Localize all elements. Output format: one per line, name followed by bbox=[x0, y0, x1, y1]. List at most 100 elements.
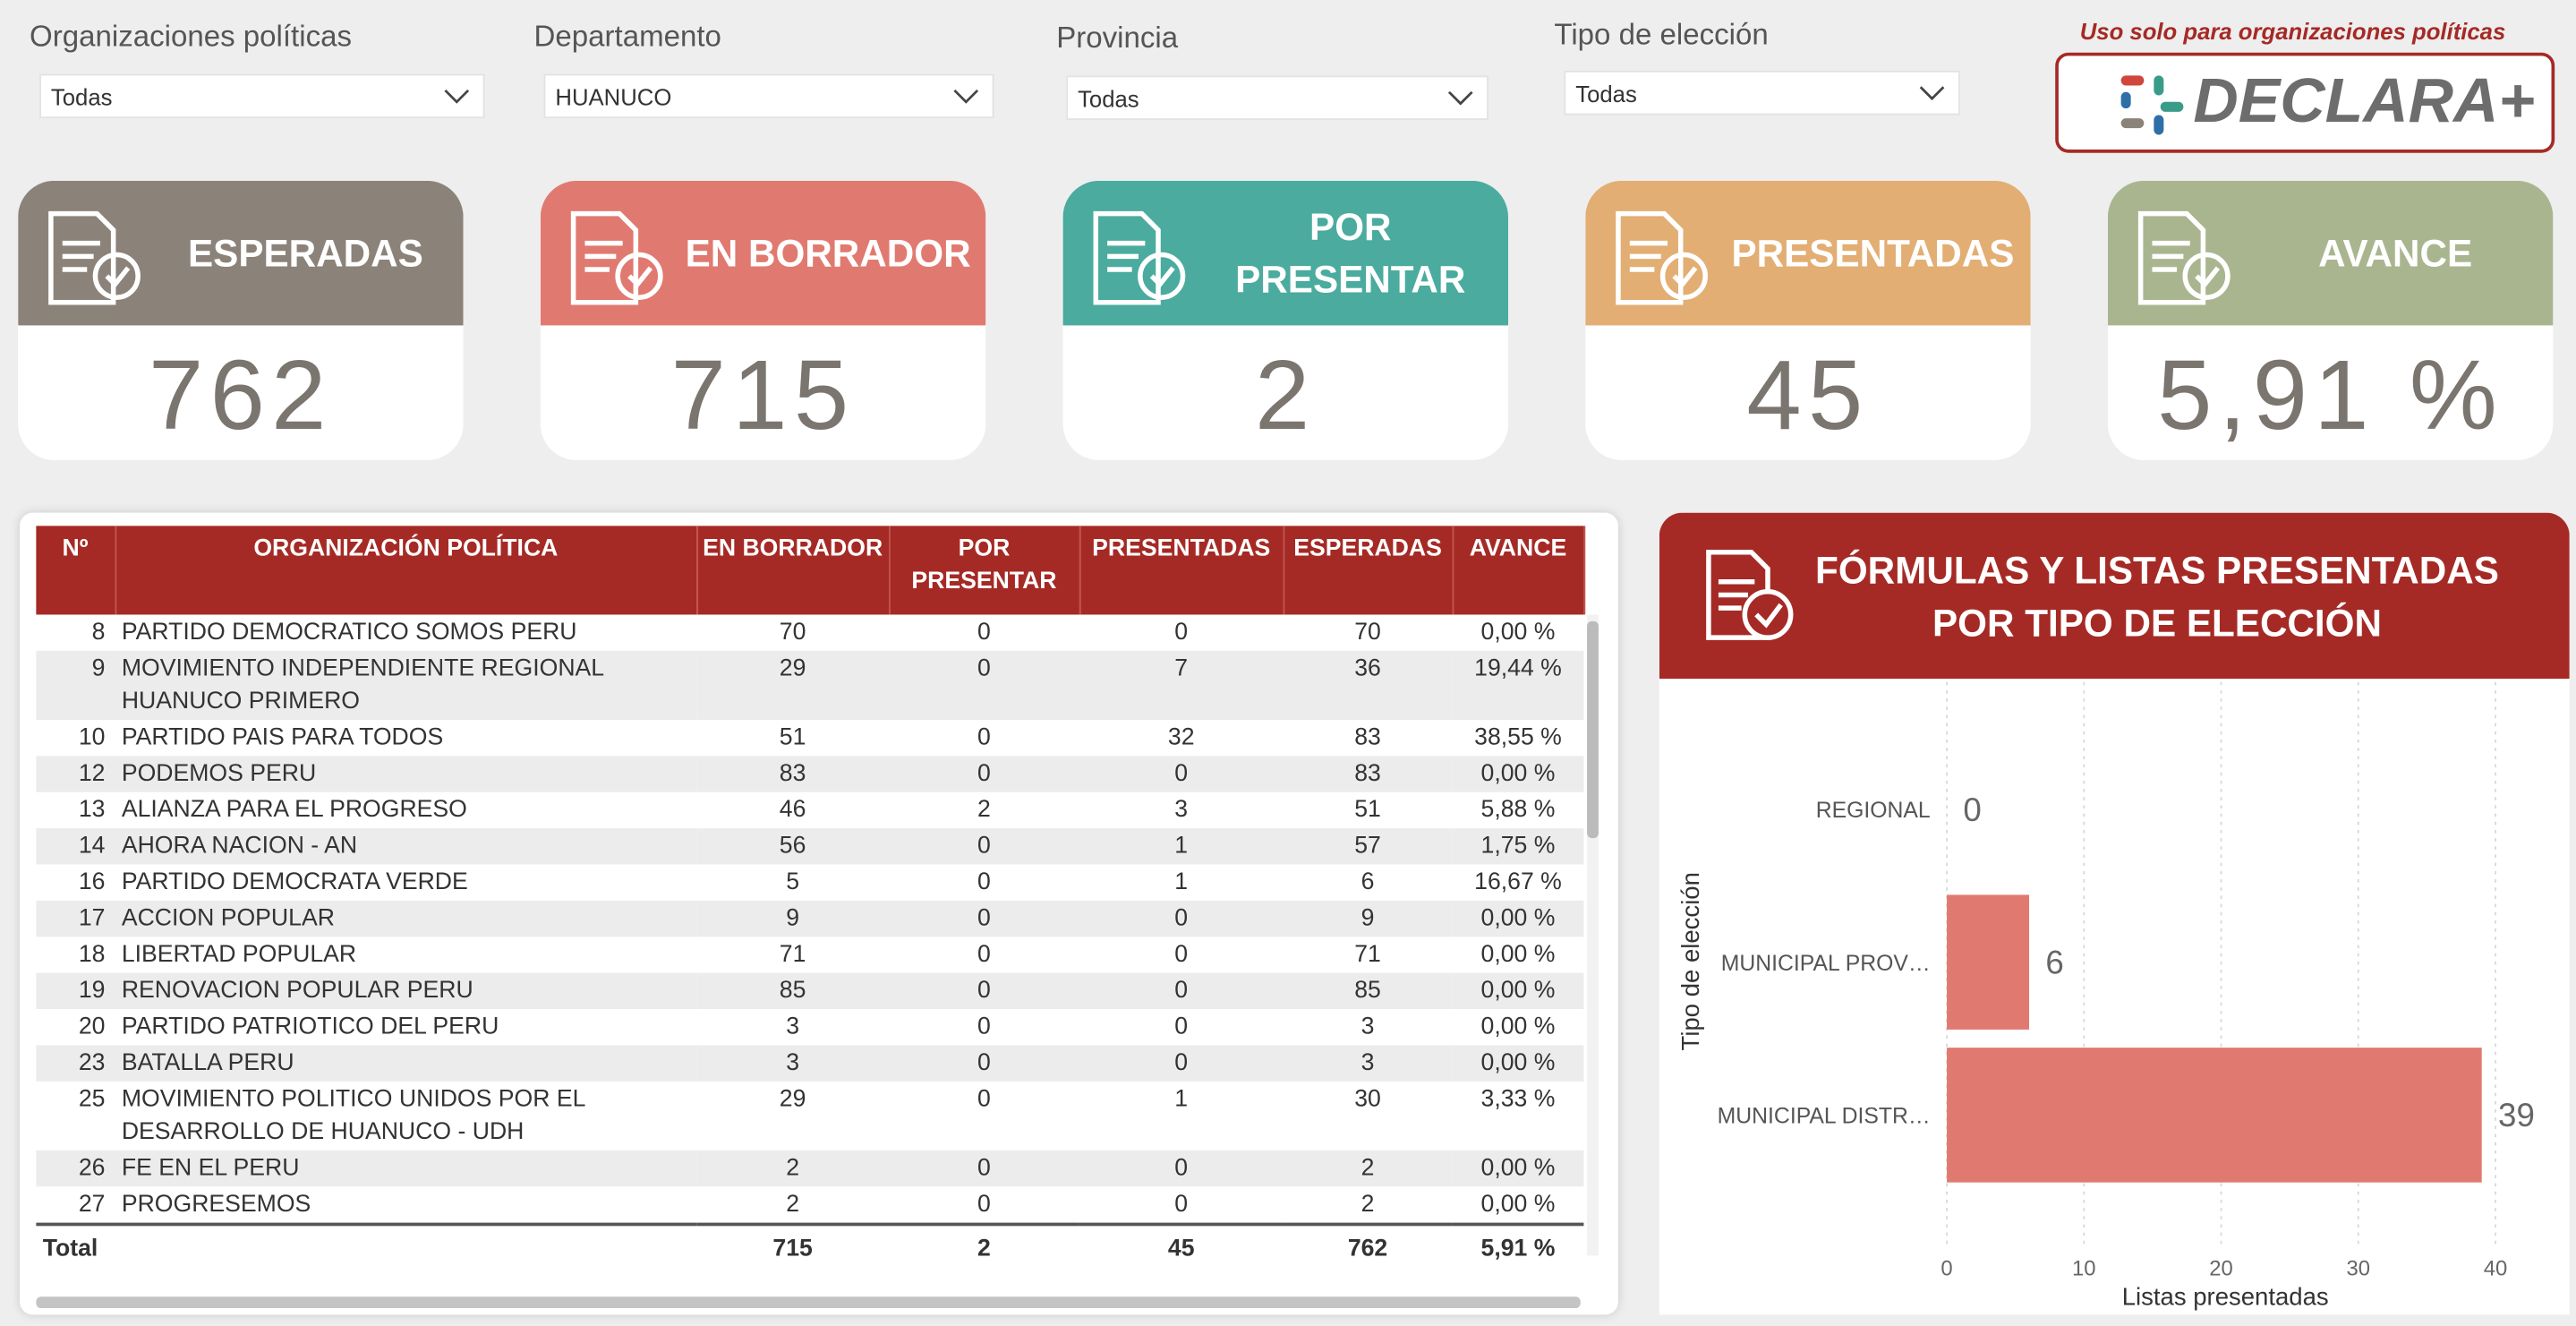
h-scrollbar[interactable] bbox=[36, 1296, 1581, 1309]
table-row: 17 ACCION POPULAR 9 0 0 9 0,00 % bbox=[36, 900, 1584, 937]
table-cell: 83 bbox=[1283, 756, 1453, 792]
table-cell: 0,00 % bbox=[1480, 1014, 1556, 1040]
table-cell: PARTIDO PAIS PARA TODOS bbox=[121, 724, 444, 751]
column-header: ORGANIZACIÓN POLÍTICA bbox=[115, 526, 698, 615]
notice: Uso solo para organizaciones políticas bbox=[2079, 18, 2506, 45]
table-cell: 0 bbox=[889, 900, 1079, 937]
table-cell: 0 bbox=[977, 1014, 991, 1040]
doc-icon bbox=[1706, 549, 1794, 640]
table-cell: 0 bbox=[1174, 1191, 1189, 1219]
table-cell: 85 bbox=[696, 972, 890, 1009]
filter-label: Organizaciones políticas bbox=[30, 20, 352, 53]
table-row: 14 AHORA NACION - AN 56 0 1 57 1,75 % bbox=[36, 828, 1584, 865]
table-cell: 1 bbox=[1079, 828, 1284, 865]
dropdown-value: Todas bbox=[1575, 80, 1637, 107]
table-cell: 6 bbox=[1361, 868, 1375, 896]
table-cell: 2 bbox=[696, 1150, 890, 1187]
chevron bbox=[444, 89, 470, 104]
table-cell: 2 bbox=[977, 797, 991, 824]
table-cell: 5,88 % bbox=[1480, 797, 1556, 824]
table-cell: 71 bbox=[1354, 941, 1381, 969]
chart-header: FÓRMULAS Y LISTAS PRESENTADAS POR TIPO D… bbox=[1659, 512, 2570, 680]
chart-panel: FÓRMULAS Y LISTAS PRESENTADAS POR TIPO D… bbox=[1659, 512, 2570, 1315]
card-header: AVANCE bbox=[2107, 180, 2554, 326]
table-cell: 0 bbox=[889, 828, 1079, 865]
table-cell: 19 bbox=[36, 972, 115, 1009]
table-cell: 2 bbox=[786, 1191, 800, 1219]
table-cell: MOVIMIENTO INDEPENDIENTE REGIONAL HUANUC… bbox=[115, 650, 697, 720]
table-cell: 32 bbox=[1167, 724, 1195, 751]
table-cell: 0 bbox=[977, 724, 991, 751]
table-cell: 0,00 % bbox=[1452, 1150, 1584, 1187]
bar bbox=[1947, 894, 2030, 1030]
chart-title: FÓRMULAS Y LISTAS PRESENTADAS POR TIPO D… bbox=[1815, 548, 2499, 644]
total-label: Total bbox=[36, 1222, 697, 1268]
logo-button[interactable]: DECLARA+ bbox=[2055, 52, 2555, 153]
table-cell: 0 bbox=[1079, 972, 1284, 1009]
total-cell: 2 bbox=[889, 1222, 1079, 1268]
table-cell: 0,00 % bbox=[1480, 941, 1556, 969]
table-cell: 0 bbox=[977, 941, 991, 969]
card-icon bbox=[48, 210, 141, 305]
value-label: 6 bbox=[2045, 945, 2063, 981]
dropdown[interactable]: Todas bbox=[1066, 75, 1488, 120]
table-cell: PARTIDO DEMOCRATA VERDE bbox=[121, 868, 468, 896]
scroll-thumb[interactable] bbox=[1587, 620, 1599, 839]
table-cell: RENOVACION POPULAR PERU bbox=[115, 972, 697, 1009]
table-panel: Nº ORGANIZACIÓN POLÍTICA EN BORRADOR POR PR… bbox=[20, 512, 1618, 1315]
table-cell: 1,75 % bbox=[1452, 828, 1584, 865]
table-row: 20 PARTIDO PATRIOTICO DEL PERU 3 0 0 3 0,00 % bbox=[36, 1009, 1583, 1045]
x-tick-label: 0 bbox=[1941, 1256, 1952, 1280]
card-icon bbox=[1093, 210, 1186, 305]
filter-label: Departamento bbox=[533, 20, 721, 53]
table-cell: PODEMOS PERU bbox=[115, 756, 697, 792]
table-cell: 25 bbox=[78, 1086, 106, 1113]
table-cell: 16,67 % bbox=[1474, 868, 1562, 896]
card-title: ESPERADAS bbox=[188, 231, 423, 275]
table-cell: 0 bbox=[977, 619, 991, 646]
table-cell: 85 bbox=[1283, 972, 1453, 1009]
chevron bbox=[1919, 86, 1945, 101]
value-label: 0 bbox=[1963, 791, 1981, 828]
filter-label: Provincia bbox=[1056, 21, 1179, 55]
table-cell: 1 bbox=[1174, 1086, 1189, 1113]
total-cell: 715 bbox=[696, 1222, 890, 1268]
column-header: POR PRESENTAR bbox=[889, 526, 1080, 615]
header-row: Nº ORGANIZACIÓN POLÍTICA EN BORRADOR POR PR… bbox=[36, 526, 1585, 615]
dropdown-value: Todas bbox=[50, 83, 113, 110]
table-cell: 0 bbox=[889, 972, 1079, 1009]
table-cell: 3 bbox=[1361, 1014, 1375, 1040]
dropdown[interactable]: Todas bbox=[1564, 70, 1960, 115]
table-cell: 14 bbox=[36, 828, 115, 865]
table-row: 18 LIBERTAD POPULAR 71 0 0 71 0,00 % bbox=[36, 937, 1583, 972]
column-header: ESPERADAS bbox=[1283, 526, 1454, 615]
table-cell: MOVIMIENTO POLITICO UNIDOS POR EL DESARR… bbox=[121, 1086, 585, 1146]
card-value: 715 bbox=[670, 339, 856, 450]
table-cell: 0,00 % bbox=[1452, 756, 1584, 792]
table-cell: 0 bbox=[1079, 1045, 1284, 1082]
dropdown[interactable]: HUANUCO bbox=[543, 73, 994, 119]
table-cell: 0 bbox=[977, 1086, 991, 1113]
table-cell: 3 bbox=[786, 1014, 800, 1040]
x-tick-label: 20 bbox=[2209, 1256, 2233, 1280]
table-cell: 0,00 % bbox=[1480, 1191, 1556, 1219]
table-cell: ALIANZA PARA EL PROGRESO bbox=[121, 797, 467, 824]
card-icon bbox=[1616, 210, 1709, 305]
card-header: EN BORRADOR bbox=[540, 180, 986, 326]
table-cell: PROGRESEMOS bbox=[121, 1191, 311, 1219]
table-cell: 0 bbox=[1174, 1014, 1189, 1040]
table-cell: 71 bbox=[779, 941, 806, 969]
bar bbox=[1947, 1048, 2482, 1183]
column-header: PRESENTADAS bbox=[1079, 526, 1284, 615]
dropdown-value: HUANUCO bbox=[555, 83, 672, 110]
dropdown[interactable]: Todas bbox=[39, 73, 485, 119]
table-cell: 83 bbox=[696, 756, 890, 792]
table-cell: 0 bbox=[889, 650, 1079, 720]
card-header: PRESENTADAS bbox=[1585, 180, 2031, 326]
table-cell: 29 bbox=[696, 650, 890, 720]
x-tick-label: 10 bbox=[2072, 1256, 2096, 1280]
table-cell: 8 bbox=[91, 619, 106, 646]
table-cell: 0 bbox=[977, 868, 991, 896]
table-cell: 16 bbox=[78, 868, 106, 896]
table-row: 16 PARTIDO DEMOCRATA VERDE 5 0 1 6 16,67 % bbox=[36, 864, 1583, 900]
